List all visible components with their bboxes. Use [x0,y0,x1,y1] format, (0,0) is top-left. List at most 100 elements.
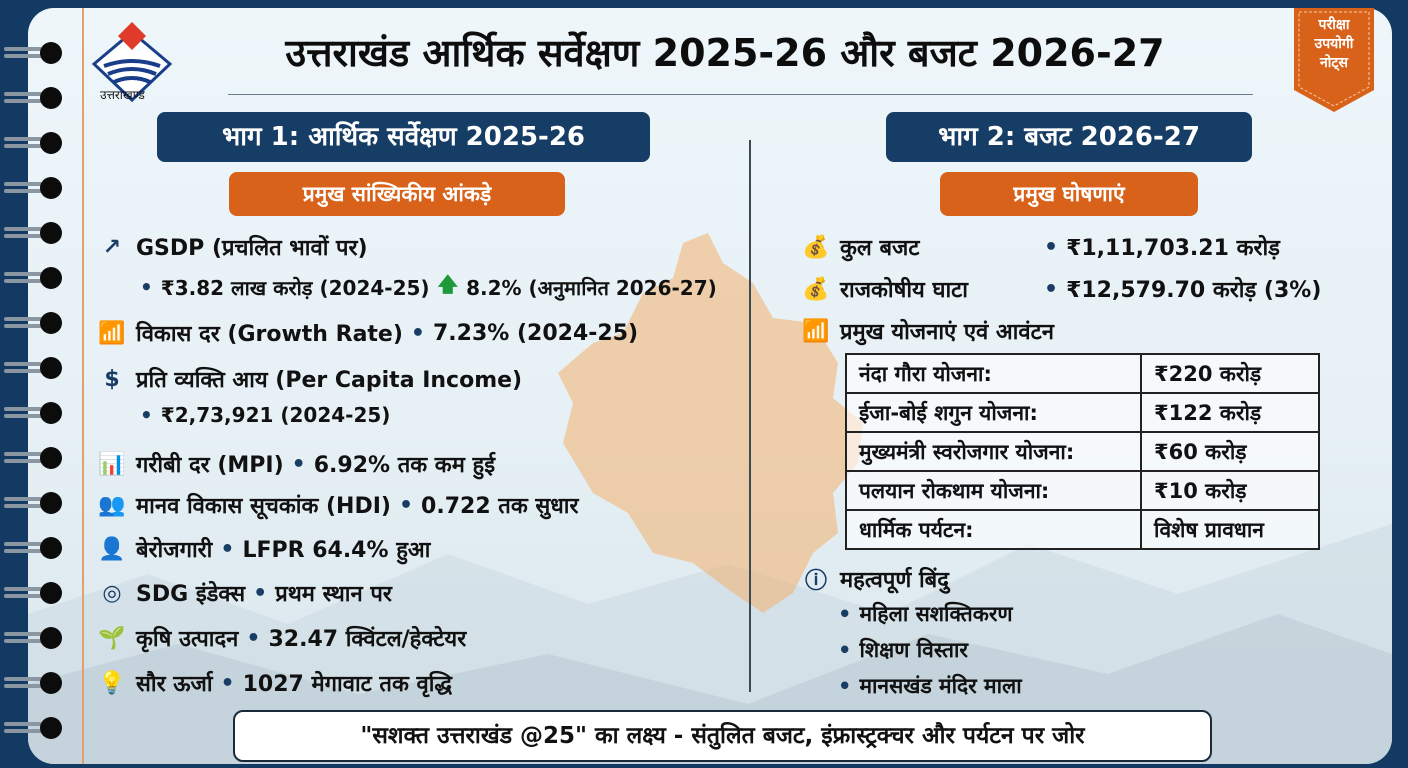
schemes-heading: प्रमुख योजनाएं एवं आवंटन [840,320,1054,345]
list-item: • मानसखंड मंदिर माला [838,674,1022,698]
uttarakhand-map [558,233,863,613]
badge-line: उपयोगी [1314,36,1354,52]
info-icon: ⓘ [804,569,827,594]
scheme-amount: विशेष प्रावधान [1140,509,1320,550]
poverty-chart-icon: 📊 [98,451,126,477]
spiral-ring [4,267,64,289]
growth-value: 7.23% (2024-25) [432,320,639,346]
stat-label: बेरोजगारी [136,538,213,563]
stat-value: 1027 मेगावाट तक वृद्धि [242,672,453,697]
points-heading-row: ⓘ महत्वपूर्ण बिंदु [800,563,949,595]
sdg-wheel-icon: ◎ [102,580,122,606]
spiral-ring [4,717,64,739]
table-row: धार्मिक पर्यटन: विशेष प्रावधान [845,509,1320,550]
stat-row: 👥 मानव विकास सूचकांक (HDI) • 0.722 तक सुधार [96,490,579,520]
spiral-ring [4,627,64,649]
part1-subheading: प्रमुख सांख्यिकीय आंकड़े [229,172,565,216]
badge-line: परीक्षा [1318,17,1350,33]
stat-row: 🌱 कृषि उत्पादन • 32.47 क्विंटल/हेक्टेयर [96,623,466,653]
stat-label: गरीबी दर (MPI) [136,453,284,478]
title-underline [228,94,1253,95]
budget-value: ₹1,11,703.21 करोड़ [1066,236,1280,261]
spiral-ring [4,357,64,379]
pci-value: ₹2,73,921 (2024-25) [160,403,391,427]
deficit-label: राजकोषीय घाटा [840,278,968,303]
schemes-table: नंदा गौरा योजना: ₹220 करोड़ ईजा-बोई शगुन य… [845,353,1320,550]
spiral-ring [4,222,64,244]
scheme-amount: ₹60 करोड़ [1140,431,1320,472]
stat-row: 📊 गरीबी दर (MPI) • 6.92% तक कम हुई [96,449,495,479]
stat-row: 👤 बेरोजगारी • LFPR 64.4% हुआ [96,534,430,564]
scheme-amount: ₹122 करोड़ [1140,392,1320,433]
bulb-icon: 💡 [98,670,126,696]
stat-value: 0.722 तक सुधार [421,494,579,519]
schemes-heading-row: 📶 प्रमुख योजनाएं एवं आवंटन [800,316,1054,346]
bar-chart-icon: 📶 [98,320,126,346]
trend-up-icon: ↗ [102,234,122,260]
stat-label: सौर ऊर्जा [136,672,213,697]
logo-text: उत्तराखण्ड [100,88,145,102]
pci-value-row: • ₹2,73,921 (2024-25) [140,403,391,427]
money-bag-icon: 💰 [802,276,830,302]
budget-row: 💰 कुल बजट • ₹1,11,703.21 करोड़ [800,232,1280,262]
gsdp-row: ↗ GSDP (प्रचलित भावों पर) [96,232,368,262]
page-title: उत्तराखंड आर्थिक सर्वेक्षण 2025-26 और बज… [285,31,1165,75]
pci-label: प्रति व्यक्ति आय (Per Capita Income) [136,368,523,393]
stat-value: 32.47 क्विंटल/हेक्टेयर [268,627,467,652]
badge-line: नोट्स [1320,55,1348,71]
stat-value: LFPR 64.4% हुआ [242,538,431,563]
table-row: मुख्यमंत्री स्वरोजगार योजना: ₹60 करोड़ [845,431,1320,472]
table-row: ईजा-बोई शगुन योजना: ₹122 करोड़ [845,392,1320,433]
spiral-ring [4,447,64,469]
spiral-ring [4,492,64,514]
list-item: • शिक्षण विस्तार [838,638,968,662]
spiral-ring [4,402,64,424]
stat-value: प्रथम स्थान पर [275,582,392,607]
scheme-name: धार्मिक पर्यटन: [845,509,1142,550]
stat-label: मानव विकास सूचकांक (HDI) [136,494,391,519]
people-graduation-icon: 👥 [98,492,126,518]
stat-row: ◎ SDG इंडेक्स • प्रथम स्थान पर [96,578,392,608]
growth-row: 📶 विकास दर (Growth Rate) • 7.23% (2024-25) [96,318,638,348]
scheme-name: नंदा गौरा योजना: [845,353,1142,394]
stat-value: 6.92% तक कम हुई [313,453,495,478]
part2-heading: भाग 2: बजट 2026-27 [886,112,1252,162]
pci-row: $ प्रति व्यक्ति आय (Per Capita Income) [96,364,522,394]
footer-banner: "सशक्त उत्तराखंड @25" का लक्ष्य - संतुलि… [233,710,1212,762]
part2-subheading: प्रमुख घोषणाएं [940,172,1198,216]
spiral-ring [4,177,64,199]
gsdp-growth: 8.2% (अनुमानित 2026-27) [466,275,717,300]
spiral-ring [4,132,64,154]
spiral-ring [4,537,64,559]
points-heading: महत्वपूर्ण बिंदु [840,568,949,593]
spiral-ring [4,42,64,64]
spiral-ring [4,312,64,334]
table-row: पलयान रोकथाम योजना: ₹10 करोड़ [845,470,1320,511]
gsdp-value: ₹3.82 लाख करोड़ (2024-25) [160,275,430,300]
scheme-name: मुख्यमंत्री स्वरोजगार योजना: [845,431,1142,472]
spiral-ring [4,582,64,604]
gsdp-value-row: • ₹3.82 लाख करोड़ (2024-25) 🡅 8.2% (अनुमानि… [140,270,717,304]
list-item: • महिला सशक्तिकरण [838,602,1013,626]
uttarakhand-logo [92,22,172,103]
part1-heading: भाग 1: आर्थिक सर्वेक्षण 2025-26 [157,112,650,162]
scheme-amount: ₹220 करोड़ [1140,353,1320,394]
deficit-row: 💰 राजकोषीय घाटा • ₹12,579.70 करोड़ (3%) [800,274,1321,304]
arrow-up-icon: 🡅 [437,272,459,296]
point-text: मानसखंड मंदिर माला [859,674,1022,698]
budget-label: कुल बजट [840,236,920,261]
scheme-name: पलयान रोकथाम योजना: [845,470,1142,511]
deficit-value: ₹12,579.70 करोड़ (3%) [1066,278,1322,303]
money-hand-icon: $ [104,366,120,392]
scheme-name: ईजा-बोई शगुन योजना: [845,392,1142,433]
money-bag-icon: 💰 [802,234,830,260]
table-row: नंदा गौरा योजना: ₹220 करोड़ [845,353,1320,394]
bar-chart-icon: 📶 [802,318,830,344]
point-text: शिक्षण विस्तार [859,638,968,662]
growth-label: विकास दर (Growth Rate) [136,322,403,347]
margin-line [82,8,84,764]
stat-label: SDG इंडेक्स [136,582,246,607]
worker-icon: 👤 [98,536,126,562]
spiral-ring [4,672,64,694]
point-text: महिला सशक्तिकरण [859,602,1013,626]
